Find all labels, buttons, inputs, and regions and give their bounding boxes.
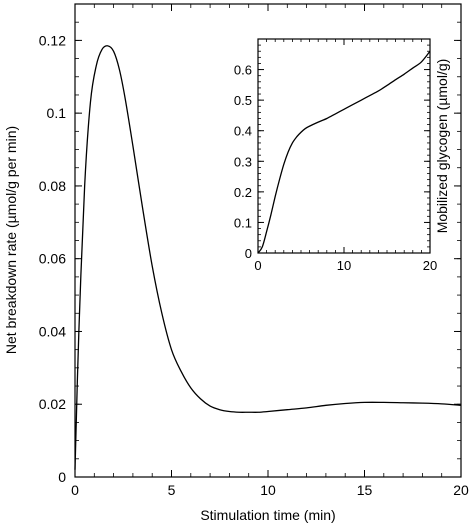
main-y-tick-label: 0.1 xyxy=(47,105,67,121)
inset-x-tick-label: 0 xyxy=(254,258,261,273)
inset-ticks xyxy=(257,38,431,254)
inset-y-tick-label: 0.6 xyxy=(234,63,252,78)
main-x-tick-label: 20 xyxy=(453,482,469,498)
inset-x-tick-label: 20 xyxy=(423,258,437,273)
main-y-tick-label: 0.02 xyxy=(39,396,66,412)
main-y-tick-label: 0.04 xyxy=(39,323,66,339)
inset-y-tick-label: 0.3 xyxy=(234,154,252,169)
inset-y-axis-label: Mobilized glycogen (µmol/g) xyxy=(434,59,450,234)
inset-y-tick-label: 0.4 xyxy=(234,124,252,139)
main-tick-labels: 0 5 10 15 20 0 0.02 0.04 0.06 0.08 0.1 0.12 xyxy=(39,32,469,498)
inset-y-tick-label: 0 xyxy=(245,246,252,261)
inset-tick-labels: 0 10 20 0 0.1 0.2 0.3 0.4 0.5 0.6 xyxy=(234,63,437,273)
main-y-tick-label: 0.12 xyxy=(39,32,66,48)
main-x-tick-label: 10 xyxy=(260,482,276,498)
inset-y-tick-label: 0.5 xyxy=(234,93,252,108)
main-y-tick-label: 0.06 xyxy=(39,251,66,267)
inset-y-tick-label: 0.2 xyxy=(234,185,252,200)
inset-series-line xyxy=(257,50,431,254)
main-y-tick-label: 0.08 xyxy=(39,178,66,194)
main-series-line xyxy=(74,45,462,470)
main-x-axis-label: Stimulation time (min) xyxy=(200,507,335,523)
inset-x-tick-label: 10 xyxy=(337,258,351,273)
main-y-axis-label: Net breakdown rate (µmol/g per min) xyxy=(3,126,19,354)
main-x-tick-label: 0 xyxy=(71,482,79,498)
main-x-tick-label: 5 xyxy=(168,482,176,498)
inset-y-tick-label: 0.1 xyxy=(234,215,252,230)
inset-plot: 0 10 20 0 0.1 0.2 0.3 0.4 0.5 0.6 Mobilized glyco… xyxy=(234,38,450,273)
main-y-tick-label: 0 xyxy=(58,469,66,485)
main-x-tick-label: 15 xyxy=(357,482,373,498)
inset-plot-frame xyxy=(257,38,431,254)
main-plot: 0 5 10 15 20 0 0.02 0.04 0.06 0.08 0.1 0.12 Stimula… xyxy=(3,3,469,523)
